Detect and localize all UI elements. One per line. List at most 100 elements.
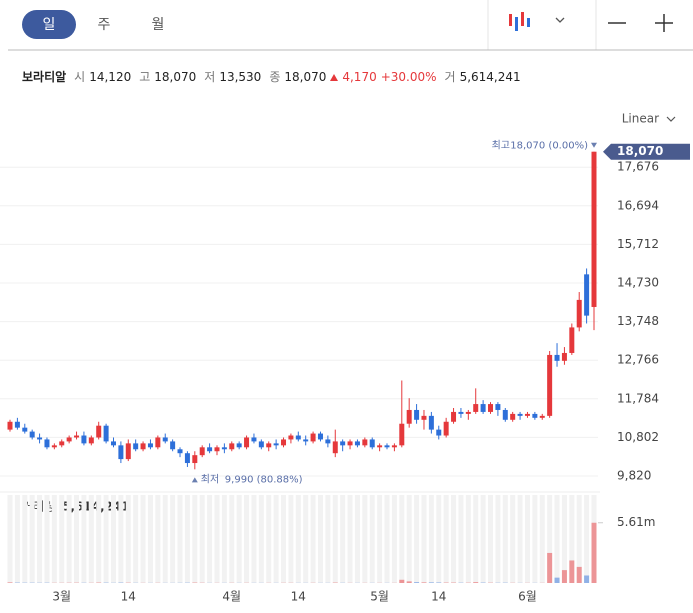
volume-bar xyxy=(554,577,560,583)
volume-stripe xyxy=(81,495,87,583)
volume-stripe xyxy=(288,495,294,583)
volume-stripe xyxy=(362,495,368,583)
y-tick-label: 13,748 xyxy=(617,314,659,328)
candle-body xyxy=(155,437,161,448)
candle-body xyxy=(384,445,390,448)
candle-body xyxy=(281,439,287,446)
volume-stripe xyxy=(524,495,530,583)
volume-bar xyxy=(591,522,597,583)
volume-stripe xyxy=(66,495,72,583)
candle-body xyxy=(554,354,560,361)
candle-body xyxy=(502,409,508,420)
volume-stripe xyxy=(369,495,375,583)
min-annotation-text: 9,990 (80.88%) xyxy=(225,474,303,485)
candle-body xyxy=(561,352,567,361)
volume-stripe xyxy=(465,495,471,583)
up-arrow xyxy=(330,73,339,81)
candle-body xyxy=(207,447,213,452)
min-annotation-label: 최저 xyxy=(201,473,219,485)
x-tick-label: 6월 xyxy=(518,590,537,604)
volume-stripe xyxy=(347,495,353,583)
y-tick-label: 15,712 xyxy=(617,237,659,251)
max-marker xyxy=(591,142,597,148)
candle-body xyxy=(37,437,43,440)
price-tag-label: 18,070 xyxy=(617,144,663,158)
zoom-in[interactable] xyxy=(655,14,673,32)
candle-body xyxy=(362,439,368,446)
candle-body xyxy=(295,435,301,440)
candle-body xyxy=(347,441,353,446)
dropdown-chevron[interactable] xyxy=(555,17,565,23)
volume-stripe xyxy=(281,495,287,583)
candle-body xyxy=(288,435,294,440)
volume-stripe xyxy=(59,495,65,583)
tab[interactable]: 월 xyxy=(152,17,165,33)
candle-body xyxy=(399,423,405,446)
volume-stripe xyxy=(317,495,323,583)
volume-bar xyxy=(473,582,479,583)
tab[interactable]: 일 xyxy=(43,17,56,33)
volume-stripe xyxy=(569,495,575,583)
volume-stripe xyxy=(258,495,264,583)
volume-stripe xyxy=(192,495,198,583)
volume-stripe xyxy=(532,495,538,583)
volume-stripe xyxy=(458,495,464,583)
candle-body xyxy=(96,425,102,438)
candle-body xyxy=(266,443,272,448)
change-pct: +30.00% xyxy=(380,69,437,84)
volume-stripe xyxy=(332,495,338,583)
scale-toggle[interactable]: Linear xyxy=(622,112,659,126)
candle-body xyxy=(22,427,28,432)
volume-bar xyxy=(547,552,553,583)
candle-body xyxy=(251,437,257,442)
x-tick-label: 4월 xyxy=(222,590,241,604)
volume-bar xyxy=(421,582,427,583)
candle-body xyxy=(340,441,346,446)
volume-stripe xyxy=(155,495,161,583)
candle-body xyxy=(369,439,375,448)
volume-bar xyxy=(7,582,13,583)
candle-body xyxy=(66,437,72,442)
quote-value: 14,120 xyxy=(89,69,132,84)
quote-label: 종 xyxy=(269,70,281,84)
candle-body xyxy=(184,453,190,464)
volume-stripe xyxy=(428,495,434,583)
volume-bar xyxy=(436,582,442,583)
candle-body xyxy=(44,439,50,448)
candle-body xyxy=(354,441,360,446)
quote-value: 5,614,241 xyxy=(459,69,521,84)
volume-stripe xyxy=(391,495,397,583)
candle-body xyxy=(539,415,545,418)
volume-stripe xyxy=(340,495,346,583)
candle-body xyxy=(170,441,176,450)
candle-body xyxy=(14,421,20,428)
y-tick-label: 14,730 xyxy=(617,275,659,289)
volume-stripe xyxy=(561,495,567,583)
volume-stripe xyxy=(37,495,43,583)
volume-stripe xyxy=(236,495,242,583)
y-tick-label: 16,694 xyxy=(617,198,659,212)
volume-stripe xyxy=(406,495,412,583)
volume-stripe xyxy=(510,495,516,583)
tab-selected-bg[interactable] xyxy=(22,10,76,39)
candle-body xyxy=(332,441,338,454)
candle-body xyxy=(214,447,220,452)
volume-bar xyxy=(399,579,405,583)
volume-stripe xyxy=(414,495,420,583)
volume-bar xyxy=(576,566,582,583)
volume-stripe xyxy=(488,495,494,583)
tab[interactable]: 주 xyxy=(98,17,111,33)
chart-type-icon[interactable] xyxy=(509,12,530,31)
scale-chevron[interactable] xyxy=(666,116,676,122)
candle-body xyxy=(81,435,87,444)
x-tick-label: 14 xyxy=(431,590,446,604)
x-tick-label: 14 xyxy=(121,590,136,604)
candle-body xyxy=(325,439,331,444)
candle-body xyxy=(192,455,198,464)
candle-body xyxy=(177,449,183,454)
volume-stripe xyxy=(184,495,190,583)
quote-line: 보라티알 시 14,120 고 18,070 저 13,530 종 18,070 4,1… xyxy=(22,68,521,85)
volume-stripe xyxy=(51,495,57,583)
